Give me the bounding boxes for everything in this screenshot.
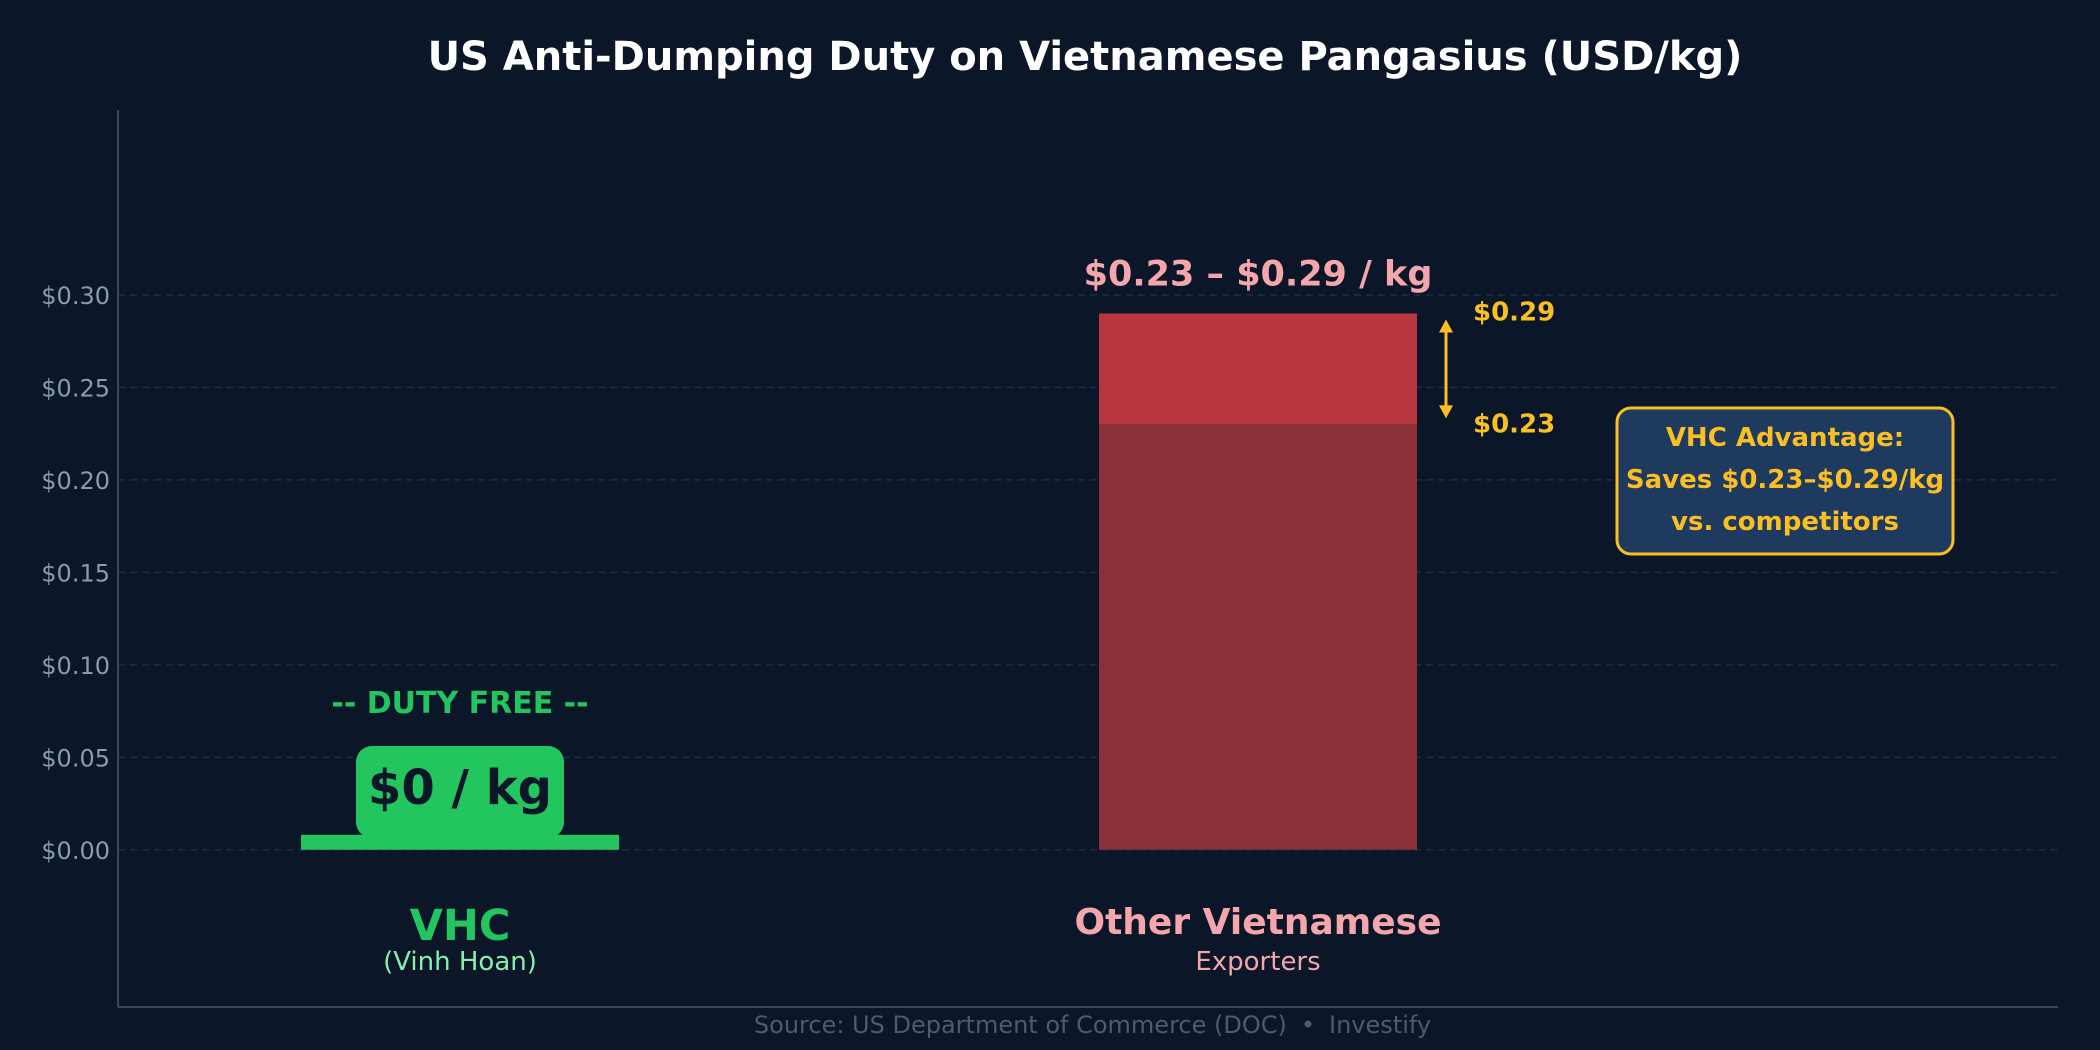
source-text: Source: US Department of Commerce (DOC) bbox=[753, 1011, 1287, 1039]
y-tick-label: $0.10 bbox=[41, 652, 110, 680]
range-arrow-head-down bbox=[1439, 405, 1453, 419]
category-sublabel-vhc: (Vinh Hoan) bbox=[383, 947, 537, 977]
labels: $0 / kg -- DUTY FREE -- $0.23 – $0.29 / kg… bbox=[331, 254, 1955, 977]
bar-other-range bbox=[1099, 313, 1417, 425]
category-label-other: Other Vietnamese bbox=[1074, 902, 1441, 943]
y-tick-label: $0.00 bbox=[41, 837, 110, 865]
other-value-label: $0.23 – $0.29 / kg bbox=[1084, 254, 1433, 294]
range-arrow-head-up bbox=[1439, 319, 1453, 333]
category-label-vhc: VHC bbox=[410, 901, 511, 951]
vhc-value-label: $0 / kg bbox=[368, 760, 552, 816]
y-tick-label: $0.05 bbox=[41, 744, 110, 772]
brand-name: Investify bbox=[1329, 1011, 1432, 1039]
category-sublabel-other: Exporters bbox=[1195, 947, 1320, 977]
advantage-callout-line: vs. competitors bbox=[1671, 507, 1899, 537]
bar-other-base bbox=[1099, 424, 1417, 850]
chart-title: US Anti-Dumping Duty on Vietnamese Panga… bbox=[427, 34, 1743, 80]
advantage-callout-box bbox=[1615, 406, 1955, 556]
vhc-value-badge bbox=[356, 746, 564, 838]
advantage-callout-line: Saves $0.23–$0.29/kg bbox=[1626, 465, 1944, 495]
bar-vhc bbox=[301, 834, 619, 850]
source-footer: Source: US Department of Commerce (DOC) •… bbox=[0, 1011, 2100, 1039]
duty-free-label: -- DUTY FREE -- bbox=[331, 686, 588, 721]
y-tick-label: $0.20 bbox=[41, 467, 110, 495]
advantage-callout-line: VHC Advantage: bbox=[1666, 423, 1904, 453]
range-high-label: $0.29 bbox=[1473, 297, 1555, 327]
bars bbox=[301, 313, 1417, 850]
range-low-label: $0.23 bbox=[1473, 409, 1555, 439]
y-tick-label: $0.25 bbox=[41, 374, 110, 402]
footer-separator: • bbox=[1300, 1011, 1316, 1039]
y-tick-label: $0.15 bbox=[41, 559, 110, 587]
axes: $0.00 $0.05 $0.10 $0.15 $0.20 $0.25 $0.30 bbox=[41, 110, 2058, 1008]
y-tick-label: $0.30 bbox=[41, 282, 110, 310]
